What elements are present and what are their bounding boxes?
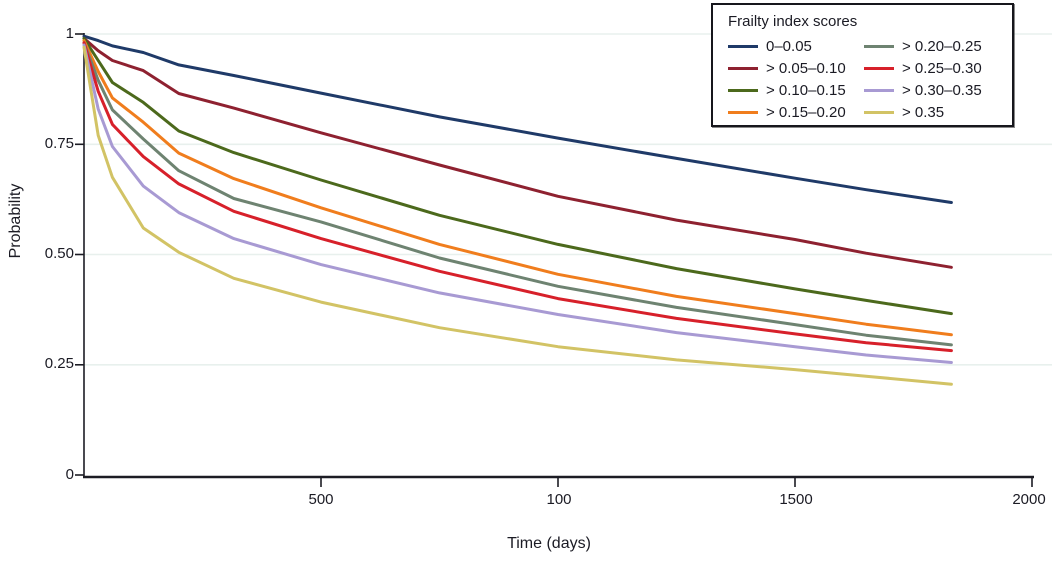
- series-line-> 0.35: [82, 45, 953, 386]
- legend-entry-label: > 0.25–0.30: [902, 59, 982, 77]
- series-line-> 0.15–0.20: [82, 39, 953, 337]
- y-tick-label: 0.50: [44, 245, 74, 262]
- y-tick-label: 1: [65, 25, 74, 42]
- legend-entry-label: > 0.30–0.35: [902, 81, 982, 99]
- legend-line-swatch: [864, 66, 894, 70]
- legend-line-swatch: [864, 44, 894, 48]
- legend-entry-label: > 0.10–0.15: [766, 81, 846, 99]
- legend-entry-label: > 0.20–0.25: [902, 37, 982, 55]
- y-tick-label: 0.75: [44, 135, 74, 152]
- y-tick-label: 0: [65, 466, 74, 483]
- series-line-> 0.05–0.10: [82, 36, 953, 269]
- legend-entry: > 0.15–0.20: [728, 101, 864, 123]
- x-tick-label: 2000: [1012, 491, 1046, 508]
- legend-entry: > 0.25–0.30: [864, 57, 1002, 79]
- legend-entries: 0–0.05 > 0.05–0.10 > 0.10–0.15 > 0.15–0.…: [728, 35, 1002, 123]
- legend-line-swatch: [864, 110, 894, 114]
- legend-entry-label: > 0.05–0.10: [766, 59, 846, 77]
- x-tick-label: 100: [546, 491, 572, 508]
- legend-line-swatch: [728, 110, 758, 114]
- legend-line-swatch: [728, 88, 758, 92]
- series-line-0–0.05: [82, 34, 953, 204]
- legend-entry: 0–0.05: [728, 35, 864, 57]
- legend-entry-label: > 0.35: [902, 103, 945, 121]
- legend-entry: > 0.30–0.35: [864, 79, 1002, 101]
- y-tick-label: 0.25: [44, 355, 74, 372]
- series-line-> 0.10–0.15: [82, 36, 953, 316]
- legend-title: Frailty index scores: [728, 13, 858, 30]
- series-line-> 0.25–0.30: [82, 41, 953, 353]
- legend-entry: > 0.20–0.25: [864, 35, 1002, 57]
- legend-entry: > 0.05–0.10: [728, 57, 864, 79]
- legend-line-swatch: [864, 88, 894, 92]
- legend-entry-label: 0–0.05: [766, 37, 812, 55]
- series-line-> 0.30–0.35: [82, 43, 953, 364]
- legend-line-swatch: [728, 66, 758, 70]
- y-axis-title: Probability: [7, 183, 24, 259]
- legend: Frailty index scores 0–0.05 > 0.05–0.10 …: [711, 3, 1014, 127]
- x-tick-label: 1500: [779, 491, 813, 508]
- series-line-> 0.20–0.25: [82, 41, 953, 347]
- legend-entry-label: > 0.15–0.20: [766, 103, 846, 121]
- legend-entry: > 0.35: [864, 101, 1002, 123]
- x-tick-label: 500: [308, 491, 334, 508]
- legend-line-swatch: [728, 44, 758, 48]
- legend-entry: > 0.10–0.15: [728, 79, 864, 101]
- x-axis-title: Time (days): [507, 535, 591, 552]
